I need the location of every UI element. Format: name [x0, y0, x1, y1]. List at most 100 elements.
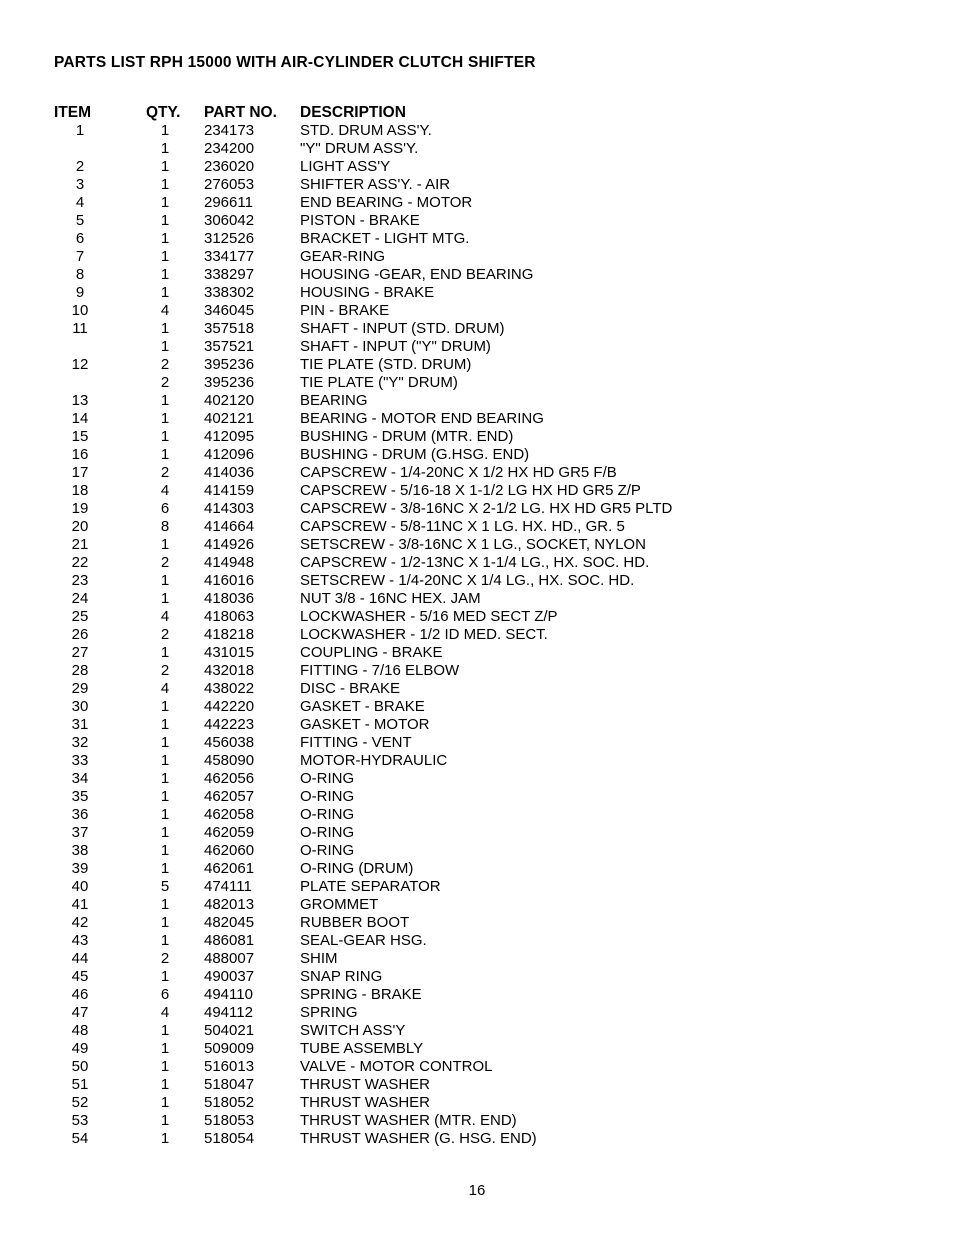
cell-qty: 2 — [146, 950, 204, 968]
cell-part-no: 414303 — [204, 500, 300, 518]
cell-description: GEAR-RING — [300, 248, 672, 266]
cell-part-no: 490037 — [204, 968, 300, 986]
cell-item: 18 — [54, 482, 146, 500]
cell-qty: 1 — [146, 896, 204, 914]
cell-qty: 1 — [146, 320, 204, 338]
cell-qty: 1 — [146, 932, 204, 950]
cell-item: 27 — [54, 644, 146, 662]
cell-qty: 1 — [146, 122, 204, 140]
cell-qty: 2 — [146, 626, 204, 644]
cell-qty: 8 — [146, 518, 204, 536]
cell-item: 41 — [54, 896, 146, 914]
cell-description: BUSHING - DRUM (MTR. END) — [300, 428, 672, 446]
cell-description: BUSHING - DRUM (G.HSG. END) — [300, 446, 672, 464]
cell-qty: 1 — [146, 860, 204, 878]
cell-qty: 2 — [146, 464, 204, 482]
cell-item: 49 — [54, 1040, 146, 1058]
cell-qty: 1 — [146, 284, 204, 302]
table-row: 71334177GEAR-RING — [54, 248, 672, 266]
cell-description: SPRING — [300, 1004, 672, 1022]
cell-qty: 4 — [146, 482, 204, 500]
table-row: 141402121BEARING - MOTOR END BEARING — [54, 410, 672, 428]
cell-description: SHAFT - INPUT (STD. DRUM) — [300, 320, 672, 338]
cell-part-no: 395236 — [204, 356, 300, 374]
cell-part-no: 418063 — [204, 608, 300, 626]
cell-item: 31 — [54, 716, 146, 734]
cell-part-no: 418218 — [204, 626, 300, 644]
cell-description: SHAFT - INPUT ("Y" DRUM) — [300, 338, 672, 356]
cell-item: 48 — [54, 1022, 146, 1040]
cell-part-no: 462058 — [204, 806, 300, 824]
cell-description: O-RING — [300, 806, 672, 824]
cell-description: FITTING - 7/16 ELBOW — [300, 662, 672, 680]
table-row: 442488007SHIM — [54, 950, 672, 968]
cell-part-no: 414036 — [204, 464, 300, 482]
table-row: 241418036NUT 3/8 - 16NC HEX. JAM — [54, 590, 672, 608]
cell-part-no: 504021 — [204, 1022, 300, 1040]
cell-description: HOUSING - BRAKE — [300, 284, 672, 302]
table-row: 91338302HOUSING - BRAKE — [54, 284, 672, 302]
cell-qty: 1 — [146, 572, 204, 590]
cell-description: DISC - BRAKE — [300, 680, 672, 698]
cell-part-no: 395236 — [204, 374, 300, 392]
cell-description: SETSCREW - 3/8-16NC X 1 LG., SOCKET, NYL… — [300, 536, 672, 554]
cell-qty: 1 — [146, 392, 204, 410]
cell-part-no: 494110 — [204, 986, 300, 1004]
table-row: 196414303CAPSCREW - 3/8-16NC X 2-1/2 LG.… — [54, 500, 672, 518]
cell-qty: 1 — [146, 248, 204, 266]
table-row: 371462059O-RING — [54, 824, 672, 842]
cell-description: O-RING — [300, 788, 672, 806]
cell-item: 34 — [54, 770, 146, 788]
cell-part-no: 402121 — [204, 410, 300, 428]
cell-qty: 4 — [146, 680, 204, 698]
cell-description: CAPSCREW - 3/8-16NC X 2-1/2 LG. HX HD GR… — [300, 500, 672, 518]
cell-description: THRUST WASHER (MTR. END) — [300, 1112, 672, 1130]
table-row: 511518047THRUST WASHER — [54, 1076, 672, 1094]
cell-description: CAPSCREW - 1/4-20NC X 1/2 HX HD GR5 F/B — [300, 464, 672, 482]
table-row: 421482045RUBBER BOOT — [54, 914, 672, 932]
cell-item: 11 — [54, 320, 146, 338]
table-row: 321456038FITTING - VENT — [54, 734, 672, 752]
cell-qty: 1 — [146, 536, 204, 554]
table-row: 271431015COUPLING - BRAKE — [54, 644, 672, 662]
cell-item: 36 — [54, 806, 146, 824]
table-row: 451490037SNAP RING — [54, 968, 672, 986]
cell-description: O-RING — [300, 842, 672, 860]
cell-qty: 1 — [146, 1058, 204, 1076]
cell-item: 54 — [54, 1130, 146, 1148]
table-row: 311442223GASKET - MOTOR — [54, 716, 672, 734]
table-row: 474494112SPRING — [54, 1004, 672, 1022]
cell-description: BEARING - MOTOR END BEARING — [300, 410, 672, 428]
cell-description: GASKET - MOTOR — [300, 716, 672, 734]
cell-qty: 1 — [146, 788, 204, 806]
cell-part-no: 462059 — [204, 824, 300, 842]
cell-part-no: 488007 — [204, 950, 300, 968]
cell-item: 17 — [54, 464, 146, 482]
table-row: 491509009TUBE ASSEMBLY — [54, 1040, 672, 1058]
cell-description: LOCKWASHER - 1/2 ID MED. SECT. — [300, 626, 672, 644]
cell-description: NUT 3/8 - 16NC HEX. JAM — [300, 590, 672, 608]
cell-part-no: 482013 — [204, 896, 300, 914]
cell-description: MOTOR-HYDRAULIC — [300, 752, 672, 770]
cell-part-no: 234173 — [204, 122, 300, 140]
table-row: 172414036CAPSCREW - 1/4-20NC X 1/2 HX HD… — [54, 464, 672, 482]
cell-item: 14 — [54, 410, 146, 428]
cell-description: SETSCREW - 1/4-20NC X 1/4 LG., HX. SOC. … — [300, 572, 672, 590]
cell-item: 46 — [54, 986, 146, 1004]
col-header-item: ITEM — [54, 104, 146, 122]
table-row: 41296611END BEARING - MOTOR — [54, 194, 672, 212]
cell-item: 7 — [54, 248, 146, 266]
table-row: 294438022DISC - BRAKE — [54, 680, 672, 698]
col-header-part: PART NO. — [204, 104, 300, 122]
cell-description: LIGHT ASS'Y — [300, 158, 672, 176]
cell-part-no: 296611 — [204, 194, 300, 212]
cell-item: 25 — [54, 608, 146, 626]
table-row: 211414926SETSCREW - 3/8-16NC X 1 LG., SO… — [54, 536, 672, 554]
table-row: 11234173STD. DRUM ASS'Y. — [54, 122, 672, 140]
table-row: 122395236TIE PLATE (STD. DRUM) — [54, 356, 672, 374]
table-row: 301442220GASKET - BRAKE — [54, 698, 672, 716]
cell-part-no: 357521 — [204, 338, 300, 356]
cell-part-no: 458090 — [204, 752, 300, 770]
cell-description: BEARING — [300, 392, 672, 410]
cell-part-no: 414159 — [204, 482, 300, 500]
